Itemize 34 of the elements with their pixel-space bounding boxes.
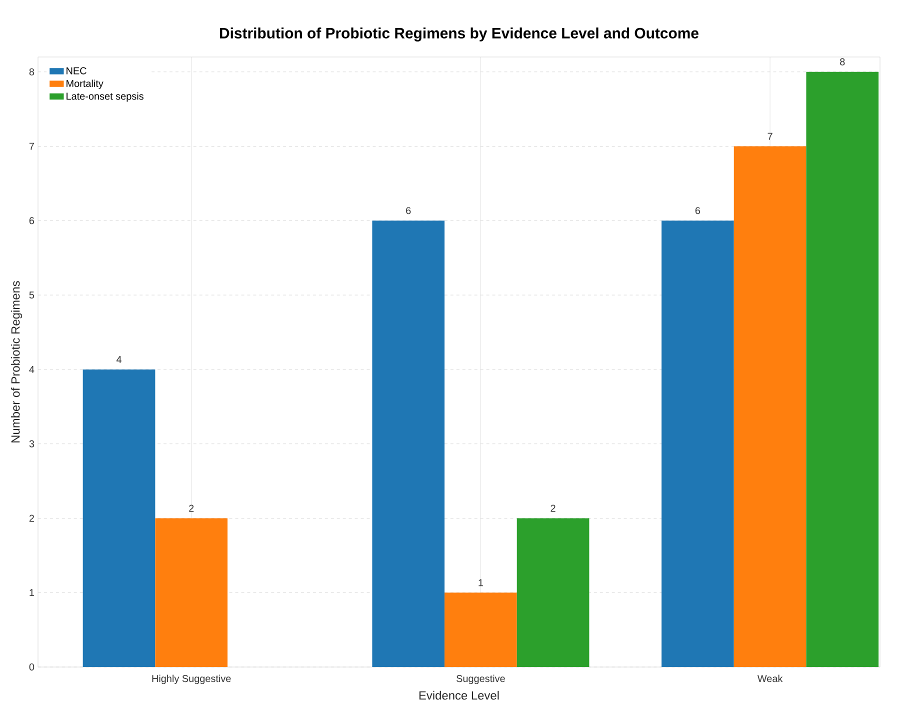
legend-label: NEC (66, 67, 86, 74)
data-label: 6 (406, 207, 411, 214)
data-label: 1 (478, 579, 483, 586)
bar (806, 72, 879, 667)
y-tick-label: 5 (29, 292, 34, 299)
y-tick-label: 4 (29, 366, 34, 373)
y-tick-label: 6 (29, 217, 34, 224)
bar (372, 220, 445, 667)
data-label: 2 (550, 504, 556, 512)
x-tick-label: Suggestive (456, 674, 505, 684)
bar (82, 369, 156, 667)
data-label: 2 (189, 504, 194, 512)
legend-label: Mortality (66, 80, 104, 89)
bar (155, 518, 228, 667)
y-tick-label: 7 (29, 142, 34, 150)
data-label: 6 (695, 207, 700, 214)
y-tick-label: 2 (29, 514, 34, 522)
x-tick-label: Highly Suggestive (152, 674, 231, 684)
x-axis-title: Evidence Level (419, 690, 499, 700)
bar (444, 592, 517, 667)
y-tick-label: 1 (30, 589, 34, 596)
chart-title: Distribution of Probiotic Regimens by Evidence Level and Outcome (220, 28, 698, 42)
y-tick-label: 3 (29, 440, 34, 448)
y-tick-label: 8 (29, 68, 34, 76)
bar (662, 220, 734, 667)
x-tick-label: Weak (757, 674, 783, 682)
y-axis-title: Number of Probiotic Regimens (10, 281, 22, 442)
data-label: 7 (768, 132, 772, 140)
y-tick-label: 0 (29, 663, 34, 671)
bar (734, 146, 806, 667)
legend-label: Late-onset sepsis (66, 92, 144, 102)
data-label: 8 (840, 58, 845, 66)
data-label: 4 (116, 356, 122, 363)
bar (516, 518, 590, 667)
